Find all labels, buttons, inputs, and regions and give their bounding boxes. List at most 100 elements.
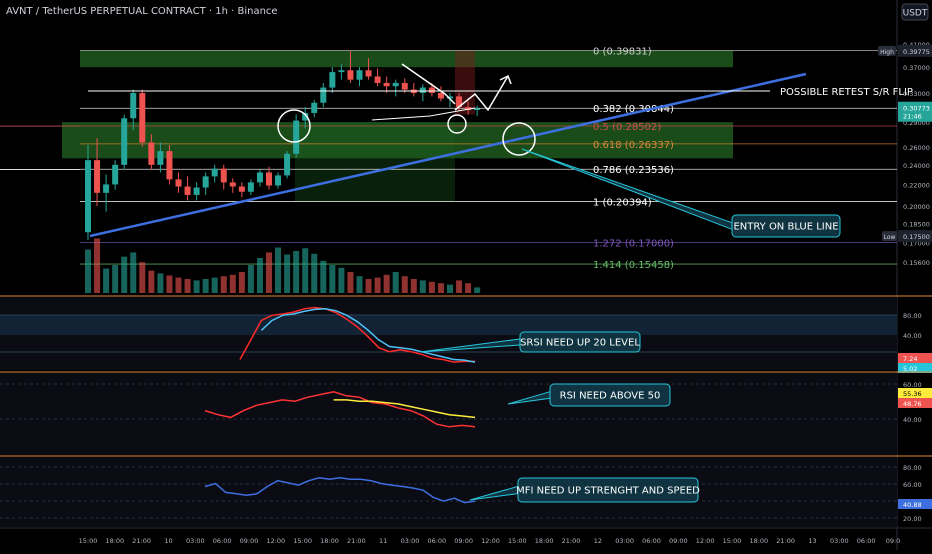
indicator-panes: 80.00 40.00 7.24 5.02 SRSI NEED UP 20 LEVEL 6… — [0, 295, 932, 529]
volume-bars — [85, 238, 481, 293]
currency-button[interactable]: USDT — [903, 9, 928, 19]
time-tick: 06:00 — [427, 537, 446, 545]
time-axis[interactable]: 15:00 18:00 21:00 10 03:00 06:00 09:00 12:00 15:… — [79, 537, 901, 545]
volume-bar — [139, 262, 146, 293]
volume-bar — [428, 281, 435, 293]
candle-body — [311, 102, 318, 113]
price-tick: 0.26000 — [903, 144, 930, 152]
pane-2-value: 55.36 — [903, 390, 922, 398]
volume-bar — [112, 265, 119, 293]
blue-trendline — [89, 72, 807, 238]
time-tick: 12:00 — [266, 537, 285, 545]
projected-path-arrow — [454, 75, 509, 112]
pane-1-series-1 — [260, 308, 476, 363]
time-tick: 12 — [594, 537, 602, 545]
volume-bar — [338, 267, 345, 293]
time-tick: 21:00 — [562, 537, 581, 545]
pane-1-value-frame — [898, 353, 932, 363]
candle-body — [121, 118, 128, 165]
candle-body — [383, 82, 390, 87]
pane-1-value: 5.02 — [903, 365, 917, 373]
time-tick: 21:00 — [347, 537, 366, 545]
candle-body — [428, 87, 435, 93]
downtrend-line — [401, 63, 456, 105]
pane-2-value-frame — [898, 398, 932, 408]
time-tick: 18:00 — [105, 537, 124, 545]
candle-body — [266, 172, 272, 186]
volume-bar — [392, 272, 399, 293]
time-tick: 18:00 — [535, 537, 554, 545]
volume-bar — [275, 247, 282, 293]
volume-bar — [193, 280, 200, 293]
volume-bar — [175, 277, 182, 293]
pane-2-tick: 40.00 — [903, 416, 922, 424]
candle-body — [392, 82, 399, 87]
volume-bar — [456, 280, 463, 293]
candle-body — [175, 179, 182, 187]
fib-label-0.786: 0.786 (0.23536) — [593, 165, 674, 176]
pane-2-series-1 — [333, 399, 476, 419]
fib-label-0: 0 (0.39831) — [593, 47, 652, 58]
volume-bar — [103, 268, 110, 293]
volume-bar — [311, 253, 318, 293]
volume-bar — [374, 277, 381, 293]
low-value-frame — [898, 230, 932, 243]
volume-bar — [211, 277, 218, 293]
sr-flip-annotation: POSSIBLE RETEST S/R FLIP — [780, 87, 913, 98]
time-tick: 15:00 — [508, 537, 527, 545]
pane-1-callout-box — [519, 331, 641, 353]
volume-bar — [130, 252, 137, 293]
time-tick: 03:00 — [186, 537, 205, 545]
pane-3-callout-box — [517, 477, 699, 503]
price-tick: 0.24000 — [903, 162, 930, 170]
volume-bar — [266, 252, 272, 293]
pane-1-value: 7.24 — [903, 355, 917, 363]
time-tick: 03:00 — [615, 537, 634, 545]
drawings[interactable]: POSSIBLE RETEST S/R FLIP ENTRY ON BLUE LI… — [88, 63, 913, 238]
candle-body — [193, 187, 200, 195]
volume-bar — [356, 276, 363, 293]
price-tick: 0.17000 — [903, 240, 930, 248]
pane-3-tick: 20.00 — [903, 515, 922, 523]
price-axis[interactable]: 0.410000.370000.330000.290000.260000.240… — [878, 41, 932, 267]
time-tick: 03:00 — [401, 537, 420, 545]
entry-annotation-box — [731, 214, 841, 238]
pane-3-tick: 60.00 — [903, 481, 922, 489]
low-value: 0.17500 — [903, 233, 930, 241]
volume-bar — [383, 274, 390, 293]
candle-body — [329, 72, 336, 88]
price-tick: 0.37000 — [903, 64, 930, 72]
price-tick: 0.18500 — [903, 221, 930, 229]
candle-body — [419, 87, 426, 93]
candlesticks — [85, 50, 481, 240]
time-tick: 15:00 — [79, 537, 98, 545]
volume-bar — [202, 279, 209, 293]
pane-2-value: 48.76 — [903, 400, 922, 408]
pane-2-tick: 60.00 — [903, 381, 922, 389]
candle-body — [456, 96, 463, 108]
currency-button-frame[interactable] — [901, 3, 929, 21]
time-tick: 03:00 — [830, 537, 849, 545]
candle-body — [284, 153, 291, 176]
candle-body — [229, 182, 236, 187]
candle-body — [157, 151, 164, 165]
entry-circle — [502, 122, 536, 156]
price-tick: 0.29000 — [903, 119, 930, 127]
candle-body — [184, 186, 191, 195]
pane-3-callout: MFI NEED UP STRENGHT AND SPEED — [516, 486, 700, 497]
time-tick: 09:00 — [240, 537, 259, 545]
pane-3-background — [0, 457, 897, 527]
volume-bar — [410, 279, 417, 293]
volume-bar — [329, 265, 336, 293]
pane-1-series-0 — [239, 306, 475, 363]
candle-body — [320, 87, 327, 103]
volume-bar — [256, 258, 263, 293]
volume-bar — [447, 284, 453, 293]
fib-label-0.618: 0.618 (0.26337) — [593, 140, 674, 151]
fib-label-1.414: 1.414 (0.15458) — [593, 260, 674, 271]
candle-body — [256, 172, 263, 183]
ma-curve — [371, 107, 476, 121]
time-tick: 21:00 — [132, 537, 151, 545]
